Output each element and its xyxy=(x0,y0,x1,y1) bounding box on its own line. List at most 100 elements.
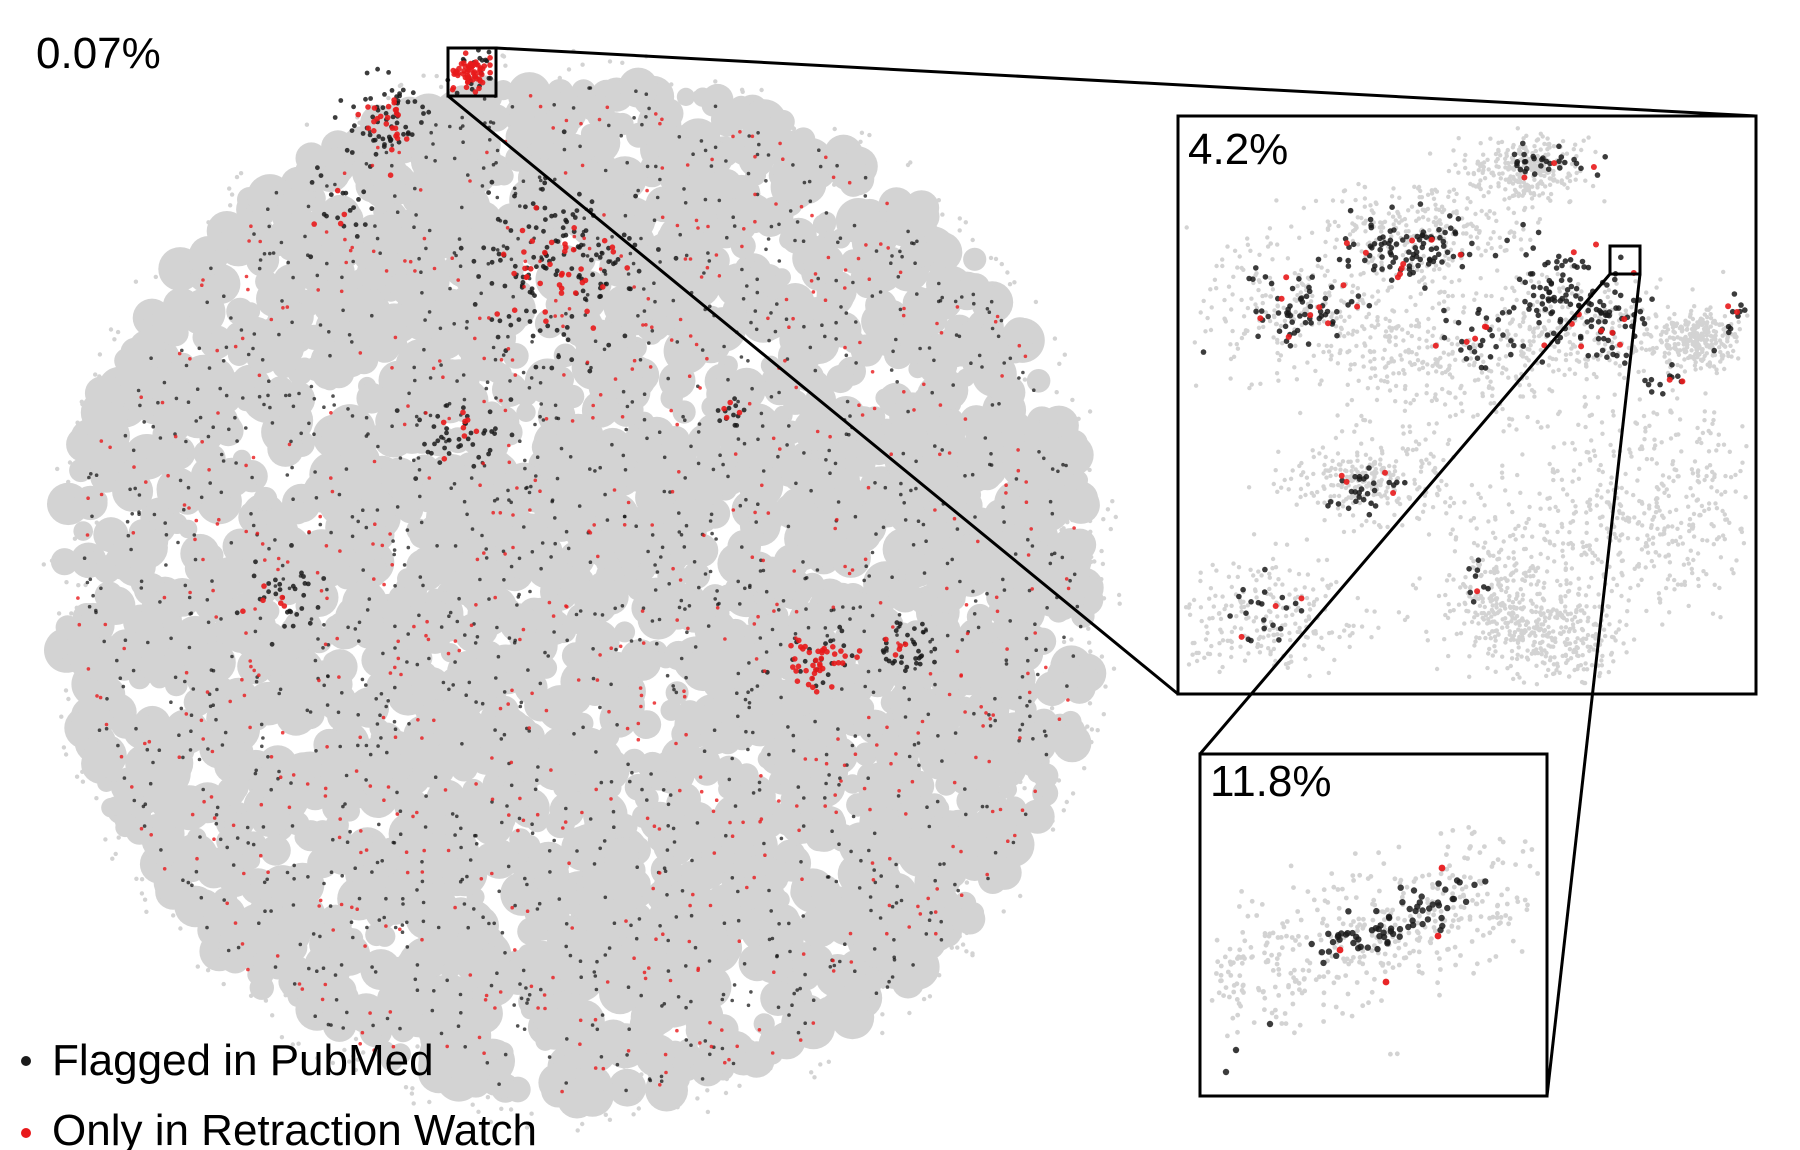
flagged-point xyxy=(654,164,658,169)
background-point xyxy=(753,141,758,147)
flagged-point xyxy=(164,533,169,537)
flagged-point xyxy=(636,188,640,193)
flagged-point xyxy=(836,240,840,245)
flagged-point xyxy=(589,365,593,370)
flagged-point xyxy=(157,748,162,752)
flagged-point xyxy=(277,332,281,337)
flagged-point xyxy=(732,396,737,402)
flagged-point xyxy=(476,454,482,460)
background-cluster xyxy=(596,82,623,109)
flagged-point xyxy=(623,213,628,218)
flagged-point xyxy=(911,543,916,547)
background-cluster xyxy=(162,578,202,617)
flagged-point xyxy=(791,733,796,738)
background-cluster xyxy=(950,908,973,931)
flagged-point xyxy=(787,921,791,926)
flagged-point xyxy=(290,824,295,828)
flagged-point xyxy=(676,995,681,999)
flagged-point xyxy=(671,684,675,688)
flagged-point xyxy=(891,349,895,354)
background-point xyxy=(170,284,175,290)
flagged-point xyxy=(422,441,427,447)
background-cluster xyxy=(693,87,713,107)
background-cluster xyxy=(1000,684,1019,703)
flagged-point xyxy=(894,337,898,342)
flagged-point xyxy=(690,858,694,863)
flagged-point xyxy=(777,222,781,227)
flagged-point xyxy=(1020,722,1025,727)
flagged-point xyxy=(769,395,774,399)
background-point xyxy=(219,228,224,233)
flagged-point xyxy=(903,668,908,674)
flagged-point xyxy=(522,1027,527,1031)
flagged-point xyxy=(480,533,484,538)
flagged-point xyxy=(405,131,411,137)
flagged-point xyxy=(792,991,796,996)
flagged-point xyxy=(741,407,747,413)
background-point xyxy=(1105,507,1111,512)
flagged-point xyxy=(689,1043,693,1047)
flagged-point xyxy=(550,256,556,262)
background-point xyxy=(192,922,197,927)
flagged-point xyxy=(392,841,397,845)
retraction-watch-point xyxy=(511,307,518,314)
flagged-point xyxy=(802,324,806,329)
background-cluster xyxy=(518,944,538,964)
background-point xyxy=(163,900,169,905)
flagged-point xyxy=(503,219,508,225)
background-cluster xyxy=(558,732,579,752)
background-cluster xyxy=(927,850,968,890)
background-point xyxy=(914,233,920,239)
flagged-point xyxy=(530,822,534,826)
background-point xyxy=(1064,799,1070,805)
flagged-point xyxy=(465,874,469,879)
background-cluster xyxy=(857,762,903,809)
flagged-point xyxy=(187,595,192,600)
flagged-point xyxy=(706,624,711,628)
flagged-point xyxy=(710,531,714,536)
background-point xyxy=(1100,561,1106,567)
flagged-point xyxy=(364,415,369,420)
background-point xyxy=(1087,701,1093,706)
flagged-point xyxy=(781,599,786,603)
background-point xyxy=(603,1112,608,1118)
flagged-point xyxy=(356,519,361,524)
flagged-point xyxy=(801,560,805,564)
flagged-point xyxy=(896,625,900,630)
flagged-point xyxy=(492,431,497,436)
flagged-point xyxy=(414,414,419,419)
flagged-point xyxy=(169,700,173,704)
flagged-point xyxy=(750,687,754,692)
flagged-point xyxy=(422,347,426,352)
flagged-point xyxy=(163,521,167,525)
flagged-point xyxy=(1031,737,1035,741)
flagged-point xyxy=(836,500,841,504)
flagged-point xyxy=(1014,477,1019,481)
flagged-point xyxy=(565,638,569,643)
flagged-point xyxy=(647,341,651,345)
background-point xyxy=(275,199,280,204)
flagged-point xyxy=(1065,684,1069,688)
flagged-point xyxy=(682,545,687,549)
flagged-point xyxy=(662,455,667,460)
flagged-point xyxy=(222,294,226,299)
flagged-point xyxy=(470,527,475,531)
flagged-point xyxy=(1030,544,1035,548)
flagged-point xyxy=(527,490,532,495)
background-point xyxy=(652,1073,657,1079)
flagged-point xyxy=(340,275,344,280)
flagged-point xyxy=(724,159,728,163)
background-cluster xyxy=(294,236,323,265)
flagged-point xyxy=(251,842,256,847)
background-point xyxy=(624,1093,629,1099)
flagged-point xyxy=(407,391,411,396)
background-point xyxy=(67,723,73,729)
flagged-point xyxy=(287,393,292,398)
background-point xyxy=(153,851,158,856)
flagged-point xyxy=(519,700,524,705)
retraction-watch-point xyxy=(385,103,392,110)
background-point xyxy=(64,580,69,585)
flagged-point xyxy=(533,422,537,427)
flagged-point xyxy=(349,920,354,924)
flagged-point xyxy=(131,668,136,673)
